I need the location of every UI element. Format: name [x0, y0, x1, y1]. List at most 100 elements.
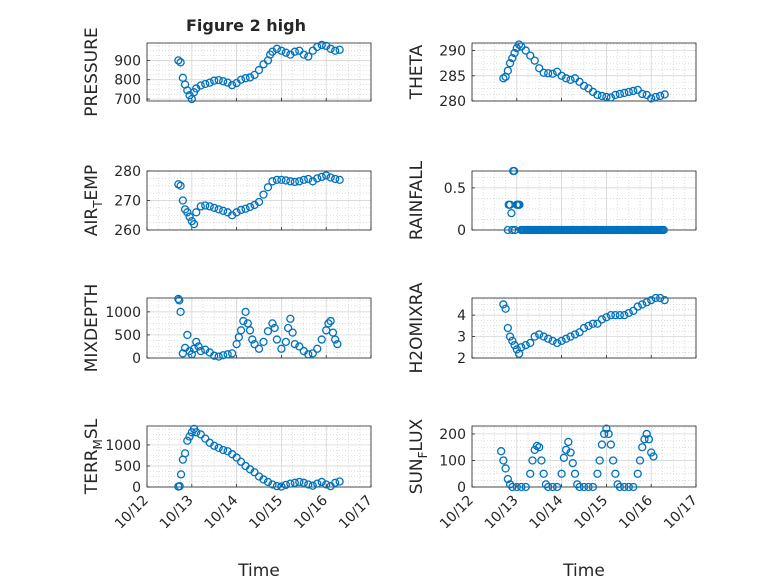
data-point: [313, 42, 322, 52]
data-point: [620, 88, 629, 98]
data-point: [248, 335, 257, 344]
data-point: [174, 180, 183, 189]
subplot-7: 0 500 1000 10/12 10/13 10/14 10/15 10/16 10/17 Ti…: [82, 418, 376, 581]
data-point: [505, 332, 515, 341]
data-point: [304, 350, 313, 359]
data-point: [263, 477, 273, 487]
data-point: [331, 478, 340, 487]
data-point: [331, 46, 340, 55]
subplot-2: 280 285 290 THETA: [407, 40, 697, 110]
data-point: [308, 481, 317, 490]
y-tick-label: 270: [114, 194, 141, 210]
data-point: [642, 429, 651, 439]
data-point: [272, 44, 282, 53]
data-point: [575, 77, 584, 86]
data-point: [575, 328, 584, 337]
data-point: [624, 308, 633, 318]
data-point: [223, 350, 232, 359]
data-point: [219, 206, 228, 215]
data-point: [210, 76, 219, 85]
data-point: [326, 173, 335, 182]
data-point: [254, 197, 264, 207]
data-point: [277, 482, 286, 491]
data-point: [263, 327, 273, 336]
y-axis-label-subscript: T: [91, 200, 105, 209]
data-point: [615, 482, 624, 492]
data-point: [575, 482, 584, 492]
data-point: [272, 175, 282, 185]
data-point: [499, 300, 508, 309]
data-point: [510, 48, 519, 58]
data-point: [268, 480, 277, 489]
data-point: [201, 79, 210, 89]
data-point: [557, 336, 566, 346]
data-point: [324, 319, 333, 328]
data-point: [317, 477, 326, 487]
data-point: [295, 177, 304, 186]
y-tick-label: 900: [114, 53, 141, 69]
y-axis-label-main: H2OMIXRA: [407, 282, 427, 373]
subplot-4: 0 0.5 RAINFALL: [407, 160, 697, 240]
data-point: [624, 482, 633, 492]
data-point: [638, 89, 647, 99]
data-point: [259, 190, 268, 199]
data-point: [505, 480, 515, 489]
y-axis-label-main: THETA: [407, 44, 427, 100]
data-point: [272, 335, 282, 344]
data-point: [561, 74, 571, 83]
data-point: [214, 443, 223, 453]
series-points: [174, 294, 342, 361]
data-point: [286, 177, 295, 186]
y-axis-label-suffix: SL: [82, 418, 102, 439]
data-point: [317, 335, 326, 344]
data-point: [241, 74, 250, 83]
data-point: [509, 166, 519, 176]
y-axis-label: PRESSURE: [82, 27, 102, 116]
x-axis-label: Time: [562, 561, 605, 581]
axes-box: [471, 170, 697, 231]
data-point: [503, 323, 512, 333]
data-point: [180, 449, 190, 458]
x-axis-label: Time: [237, 561, 280, 581]
y-axis-label-main: SUN: [407, 458, 427, 494]
data-point: [183, 208, 192, 217]
y-tick-label: 260: [114, 223, 141, 239]
data-point: [557, 469, 566, 478]
data-point: [517, 42, 526, 51]
data-point: [526, 338, 535, 348]
data-point: [331, 335, 340, 344]
data-point: [602, 313, 611, 322]
x-tick-label: 10/15: [246, 493, 286, 533]
data-point: [530, 445, 539, 455]
data-point: [281, 48, 291, 57]
data-point: [178, 196, 187, 205]
y-axis-label-main: MIXDEPTH: [82, 284, 102, 373]
data-point: [313, 344, 322, 353]
y-tick-label: 200: [439, 427, 466, 443]
x-tick-label: 10/16: [291, 492, 331, 532]
data-point: [219, 77, 228, 86]
data-point: [299, 478, 308, 487]
data-point: [219, 351, 228, 360]
data-point: [223, 78, 232, 87]
data-point: [656, 293, 665, 303]
data-point: [295, 342, 304, 351]
data-point: [281, 337, 291, 346]
data-point: [593, 90, 602, 100]
data-point: [633, 85, 642, 95]
data-point: [606, 93, 616, 102]
y-tick-label: 0: [132, 480, 141, 496]
data-point: [178, 73, 187, 82]
data-point: [541, 480, 551, 489]
data-point: [196, 346, 205, 356]
y-axis-label: TERRMSL: [82, 418, 105, 495]
data-point: [615, 310, 624, 320]
data-point: [508, 336, 517, 346]
data-point: [268, 319, 277, 328]
y-axis-label-main: PRESSURE: [82, 27, 102, 116]
y-axis-label: AIRTEMP: [82, 165, 105, 236]
data-point: [259, 337, 268, 346]
data-point: [241, 307, 250, 316]
